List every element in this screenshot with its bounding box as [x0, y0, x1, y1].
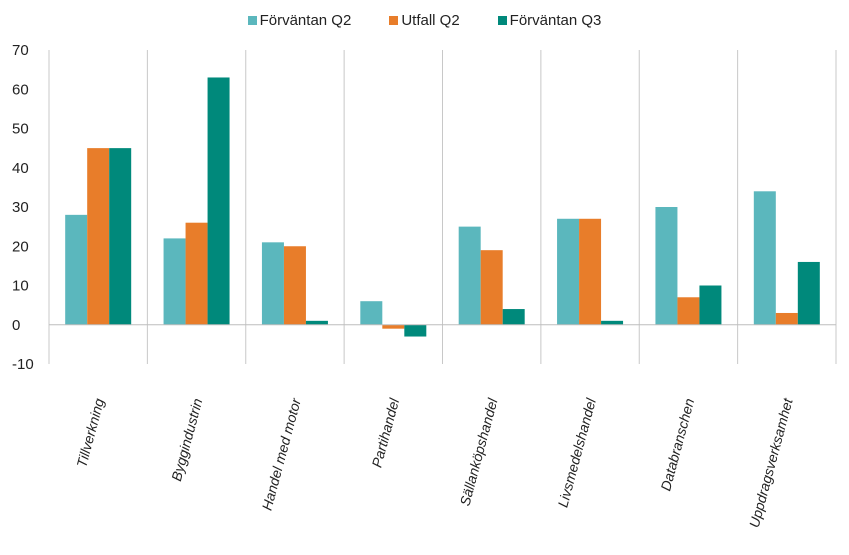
bar [404, 325, 426, 337]
bar [557, 219, 579, 325]
bar [798, 262, 820, 325]
bar [262, 242, 284, 324]
y-tick-label: 10 [12, 278, 29, 295]
bar [459, 227, 481, 325]
category-label: Partihandel [368, 396, 402, 469]
bar [284, 246, 306, 325]
bar [677, 297, 699, 324]
bar [655, 207, 677, 325]
bar [503, 309, 525, 325]
bar [382, 325, 404, 329]
category-label: Uppdragsverksamhet [746, 396, 796, 530]
bar [186, 223, 208, 325]
bar [65, 215, 87, 325]
bar [164, 238, 186, 324]
bar [776, 313, 798, 325]
y-tick-label: 70 [12, 42, 29, 59]
bar [109, 148, 131, 325]
bar [87, 148, 109, 325]
bar [360, 301, 382, 325]
y-tick-label: 30 [12, 199, 29, 216]
y-tick-label: 60 [12, 81, 29, 98]
category-label: Sällanköpshandel [457, 396, 501, 508]
category-label: Livsmedelshandel [554, 396, 599, 509]
bar [754, 191, 776, 324]
bar [579, 219, 601, 325]
category-label: Handel med motor [259, 395, 305, 512]
category-label: Databranschen [657, 396, 697, 492]
y-tick-label: 0 [12, 317, 20, 334]
bar [601, 321, 623, 325]
bar [306, 321, 328, 325]
y-tick-label: 40 [12, 160, 29, 177]
y-tick-label: -10 [12, 356, 34, 373]
bar [481, 250, 503, 325]
bar [699, 286, 721, 325]
category-label: Byggindustrin [168, 396, 205, 482]
y-tick-label: 50 [12, 121, 29, 138]
y-tick-label: 20 [12, 238, 29, 255]
bar [208, 77, 230, 324]
category-label: Tillverkning [73, 396, 107, 469]
